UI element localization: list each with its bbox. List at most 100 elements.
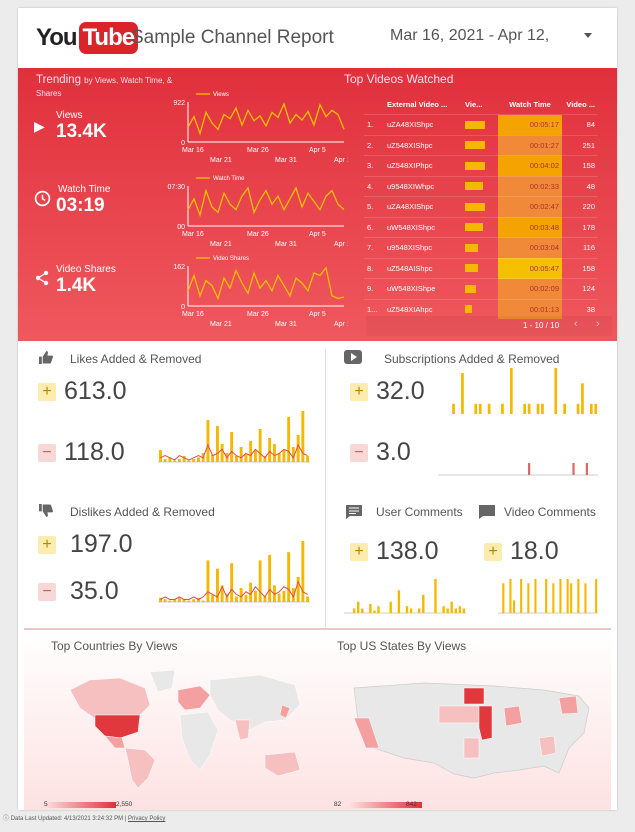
row-rank: 5. (364, 196, 384, 217)
bar (182, 599, 186, 602)
column-header-views[interactable]: Vie... (465, 99, 483, 109)
privacy-policy-link[interactable]: Privacy Policy (128, 816, 166, 822)
maps-section: Top Countries By Views Top US States By … (24, 630, 611, 810)
play-icon: ▶ (34, 118, 45, 134)
bar (373, 610, 376, 613)
x-tick-label: Mar 26 (247, 231, 269, 238)
bar (177, 459, 181, 462)
video-id-cell: uW548XIShpe (384, 278, 462, 299)
bar (249, 582, 253, 602)
share-icon (34, 270, 50, 289)
us-states-map[interactable] (344, 678, 606, 788)
table-row[interactable]: 2. uZ548XIShpc 00:01:27 251 (364, 134, 598, 156)
views-bar (465, 305, 472, 314)
thumbs-down-icon (39, 504, 53, 517)
bar (173, 599, 177, 602)
bar (501, 403, 504, 414)
vertical-divider (325, 349, 326, 627)
bar (389, 601, 392, 613)
bar (487, 403, 491, 414)
bar (282, 590, 286, 602)
countries-legend-min: 5 (44, 801, 48, 808)
countries-legend-gradient (44, 802, 116, 808)
bar (527, 583, 530, 614)
bar (268, 438, 272, 462)
logo-tube-text: Tube (78, 22, 139, 54)
table-row[interactable]: 8. uZ548AIShpc 00:05:47 158 (364, 257, 598, 279)
bar (291, 588, 295, 602)
bar (458, 606, 462, 613)
likes-added-value: 613.0 (64, 377, 127, 405)
video-id-cell: u9548XIShpc (384, 237, 462, 258)
bar (306, 456, 310, 462)
bar (192, 459, 196, 462)
x-tick-label: Mar 26 (247, 147, 269, 154)
watch-time-cell: 00:02:33 (498, 175, 562, 197)
bar (287, 417, 291, 462)
video-id-cell: uZ548XIPhpc (384, 155, 462, 176)
top-videos-table: External Video ... Vie... Watch Time Vid… (364, 94, 598, 319)
world-map[interactable] (50, 660, 310, 790)
next-page-icon[interactable]: › (596, 318, 600, 330)
video-count-cell: 251 (562, 134, 598, 156)
column-header-video-id[interactable]: External Video ... (387, 99, 448, 109)
metric-value: 03:19 (56, 195, 105, 216)
bar (263, 456, 267, 462)
column-header-video-count[interactable]: Video ... (566, 99, 595, 109)
bar (409, 608, 413, 613)
watch-time-cell: 00:02:09 (498, 278, 562, 299)
thumbs-up-icon (39, 351, 53, 364)
x-tick-label: Mar 21 (210, 157, 232, 164)
bar (159, 450, 162, 462)
views-cell (462, 155, 498, 176)
chevron-down-icon[interactable] (584, 33, 592, 38)
table-row[interactable]: 3. uZ548XIPhpc 00:04:02 158 (364, 155, 598, 176)
bar (369, 603, 372, 613)
youtube-logo: You Tube (36, 21, 139, 55)
bar (520, 579, 523, 613)
bar (509, 579, 512, 613)
x-tick-label: Mar 31 (275, 321, 297, 328)
row-rank: 7. (364, 237, 384, 258)
views-bar (465, 161, 485, 170)
table-row[interactable]: 5. uZA48XIShpc 00:02:47 220 (364, 196, 598, 217)
y-tick-label: 0 (181, 304, 185, 311)
table-row[interactable]: 1. uZA48XIShpc 00:05:17 84 (364, 114, 598, 135)
x-tick-label: Apr 5 (309, 231, 326, 238)
video-comment-icon (479, 505, 495, 519)
table-row[interactable]: 4. u9548XIWhpc 00:02:33 48 (364, 175, 598, 197)
table-row[interactable]: 7. u9548XIShpc 00:03:04 116 (364, 237, 598, 258)
bar (273, 444, 276, 462)
table-row[interactable]: 1... uZ548XIAhpc 00:01:13 38 (364, 298, 598, 319)
row-rank: 3. (364, 155, 384, 176)
bar (254, 590, 257, 602)
x-tick-label: Mar 21 (210, 241, 232, 248)
prev-page-icon[interactable]: ‹ (574, 318, 578, 330)
bar (268, 554, 272, 602)
bar (301, 541, 305, 602)
bar (361, 608, 364, 613)
video-count-cell: 178 (562, 216, 598, 238)
bar (277, 453, 281, 462)
row-rank: 1. (364, 114, 384, 135)
bar (566, 579, 569, 613)
bar (377, 606, 380, 613)
table-row[interactable]: 9. uW548XIShpe 00:02:09 124 (364, 278, 598, 299)
bar (352, 608, 356, 613)
x-tick-label: Mar 26 (247, 311, 269, 318)
bar (187, 460, 191, 462)
sparkline-series (187, 102, 345, 136)
date-range-picker[interactable]: Mar 16, 2021 - Apr 12, (390, 27, 550, 44)
video-count-cell: 124 (562, 278, 598, 299)
bar (182, 456, 186, 462)
table-row[interactable]: 6. uW548XIShpc 00:03:48 178 (364, 216, 598, 238)
bar (446, 608, 449, 613)
metric-label: Watch Time (58, 184, 111, 195)
column-header-watch-time[interactable]: Watch Time (509, 99, 551, 109)
bar (258, 429, 262, 462)
video-id-cell: uW548XIShpc (384, 216, 462, 238)
bar (291, 447, 295, 462)
y-tick-label: 162 (173, 264, 185, 271)
subscriptions-title: Subscriptions Added & Removed (384, 352, 560, 366)
dislikes-title: Dislikes Added & Removed (70, 505, 215, 519)
